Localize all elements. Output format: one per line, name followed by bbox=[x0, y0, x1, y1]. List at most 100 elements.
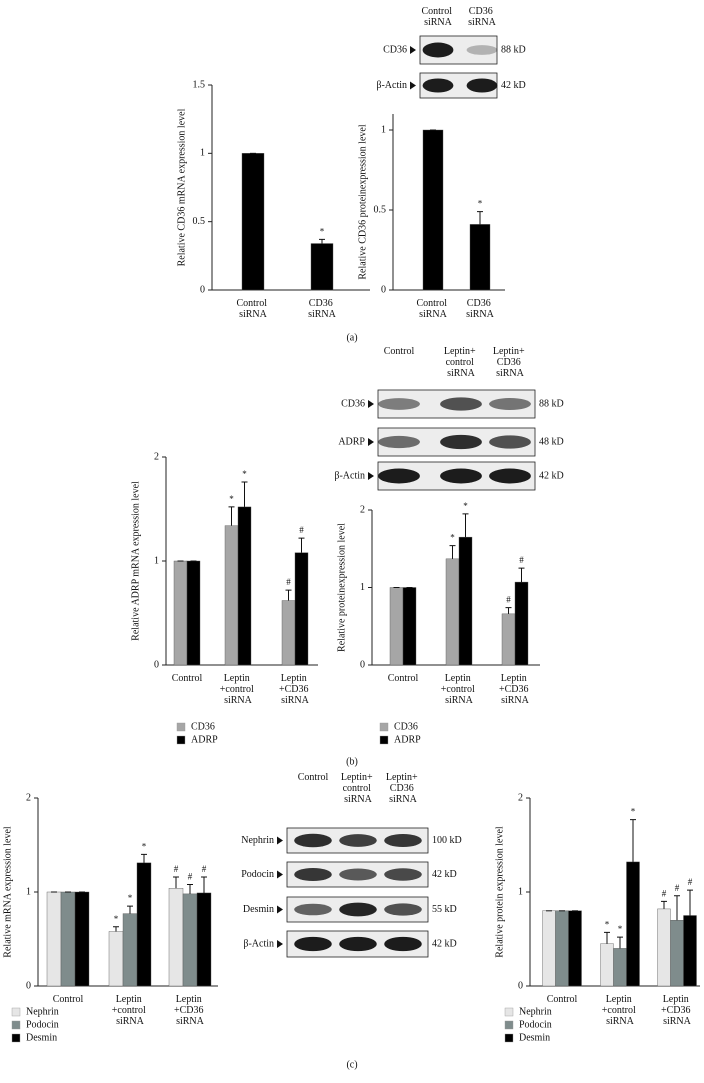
row-arrow bbox=[277, 836, 283, 845]
significance-marker: # bbox=[506, 595, 511, 605]
bar bbox=[60, 891, 76, 987]
blot-band bbox=[466, 78, 498, 93]
y-axis-label: Relative protein expression level bbox=[494, 826, 505, 958]
legend-label: ADRP bbox=[191, 734, 218, 745]
blot-band bbox=[378, 398, 420, 410]
bar bbox=[281, 600, 296, 666]
blot-band bbox=[489, 435, 531, 449]
blot-band bbox=[466, 45, 498, 55]
x-tick-label: CD36 siRNA bbox=[466, 298, 495, 320]
legend-label: CD36 bbox=[394, 721, 418, 732]
row-arrow bbox=[277, 870, 283, 879]
blot-column-header: Control bbox=[298, 772, 329, 783]
legend-label: Nephrin bbox=[519, 1006, 552, 1017]
bar bbox=[445, 558, 460, 666]
error-bar bbox=[173, 876, 179, 889]
x-tick-label: Leptin +CD36 siRNA bbox=[174, 994, 206, 1027]
bar bbox=[514, 581, 529, 666]
significance-marker: # bbox=[688, 877, 693, 887]
y-tick-label: 0 bbox=[26, 980, 31, 991]
bar bbox=[568, 910, 582, 987]
blot-band bbox=[339, 834, 377, 847]
blot-size-label: 42 kD bbox=[432, 869, 457, 880]
blot-band bbox=[294, 833, 332, 848]
y-tick-label: 0 bbox=[360, 659, 365, 670]
y-axis-label: Relative CD36 proteinexpression level bbox=[357, 124, 368, 279]
bar bbox=[670, 920, 684, 987]
bar bbox=[241, 153, 265, 291]
significance-marker: # bbox=[202, 864, 207, 874]
y-tick-label: 1 bbox=[518, 886, 523, 897]
x-tick-label: Control bbox=[172, 673, 203, 684]
blot-size-label: 55 kD bbox=[432, 904, 457, 915]
blot-band bbox=[294, 903, 332, 916]
blot-row-label: Nephrin bbox=[241, 835, 274, 846]
y-tick-label: 2 bbox=[26, 792, 31, 803]
blot-band bbox=[489, 468, 531, 484]
y-tick-label: 0 bbox=[381, 284, 386, 295]
blot-row-label: β-Actin bbox=[334, 470, 365, 481]
blot-size-label: 100 kD bbox=[432, 835, 462, 846]
y-tick-label: 0.5 bbox=[374, 204, 387, 215]
bar bbox=[122, 913, 138, 987]
bar bbox=[422, 129, 444, 291]
bar bbox=[501, 613, 516, 666]
bar bbox=[613, 948, 627, 987]
blot-band bbox=[294, 936, 332, 952]
error-bar bbox=[630, 819, 636, 862]
blot-band bbox=[294, 867, 332, 882]
bar bbox=[310, 243, 334, 291]
y-tick-label: 1 bbox=[200, 148, 205, 159]
error-bar bbox=[661, 900, 667, 909]
bar bbox=[469, 224, 491, 291]
significance-marker: # bbox=[286, 577, 291, 587]
blot-band bbox=[489, 398, 531, 410]
blot-size-label: 42 kD bbox=[501, 80, 526, 91]
blot-row-label: Podocin bbox=[241, 869, 274, 880]
legend-label: Desmin bbox=[26, 1032, 57, 1043]
legend-swatch bbox=[11, 1033, 21, 1043]
blot-band bbox=[440, 434, 482, 450]
blot-band bbox=[378, 435, 420, 449]
bar bbox=[173, 560, 188, 666]
blot-column-header: Control bbox=[384, 346, 415, 357]
y-axis-label: Relative ADRP mRNA expression level bbox=[130, 481, 141, 641]
bar bbox=[294, 552, 309, 666]
panel-label: (c) bbox=[346, 1059, 357, 1070]
legend-swatch bbox=[504, 1020, 514, 1030]
bar bbox=[657, 908, 671, 987]
blot-band bbox=[378, 468, 420, 484]
y-axis-label: Relative CD36 mRNA expression level bbox=[176, 108, 187, 266]
x-tick-label: Control bbox=[53, 994, 84, 1005]
x-tick-label: Control siRNA bbox=[236, 298, 269, 320]
error-bar bbox=[505, 607, 512, 614]
blot-row-label: ADRP bbox=[338, 436, 365, 447]
error-bar bbox=[201, 876, 207, 893]
legend-swatch bbox=[504, 1033, 514, 1043]
bar bbox=[136, 862, 152, 987]
legend-label: Podocin bbox=[26, 1019, 59, 1030]
x-tick-label: Control bbox=[388, 673, 419, 684]
error-bar bbox=[187, 883, 193, 894]
blot-band bbox=[384, 903, 422, 916]
blot-row-label: CD36 bbox=[383, 44, 407, 55]
blot-band bbox=[422, 42, 454, 58]
significance-marker: # bbox=[519, 555, 524, 565]
row-arrow bbox=[368, 472, 374, 480]
bar bbox=[402, 587, 417, 666]
blot-column-header: Leptin+ control siRNA bbox=[341, 772, 375, 805]
x-tick-label: Leptin +control siRNA bbox=[602, 994, 638, 1027]
legend-swatch bbox=[176, 722, 186, 732]
y-tick-label: 2 bbox=[360, 504, 365, 515]
blot-size-label: 88 kD bbox=[501, 44, 526, 55]
blot-band bbox=[339, 936, 377, 952]
significance-marker: * bbox=[605, 919, 610, 929]
blot-size-label: 42 kD bbox=[432, 938, 457, 949]
panel-label: (a) bbox=[346, 332, 357, 343]
blot-column-header: Leptin+ CD36 siRNA bbox=[493, 346, 527, 379]
y-tick-label: 2 bbox=[518, 792, 523, 803]
error-bar bbox=[449, 545, 456, 559]
blot-row-label: β-Actin bbox=[376, 80, 407, 91]
blot-row-label: Desmin bbox=[243, 904, 274, 915]
x-tick-label: Leptin +CD36 siRNA bbox=[279, 673, 311, 706]
